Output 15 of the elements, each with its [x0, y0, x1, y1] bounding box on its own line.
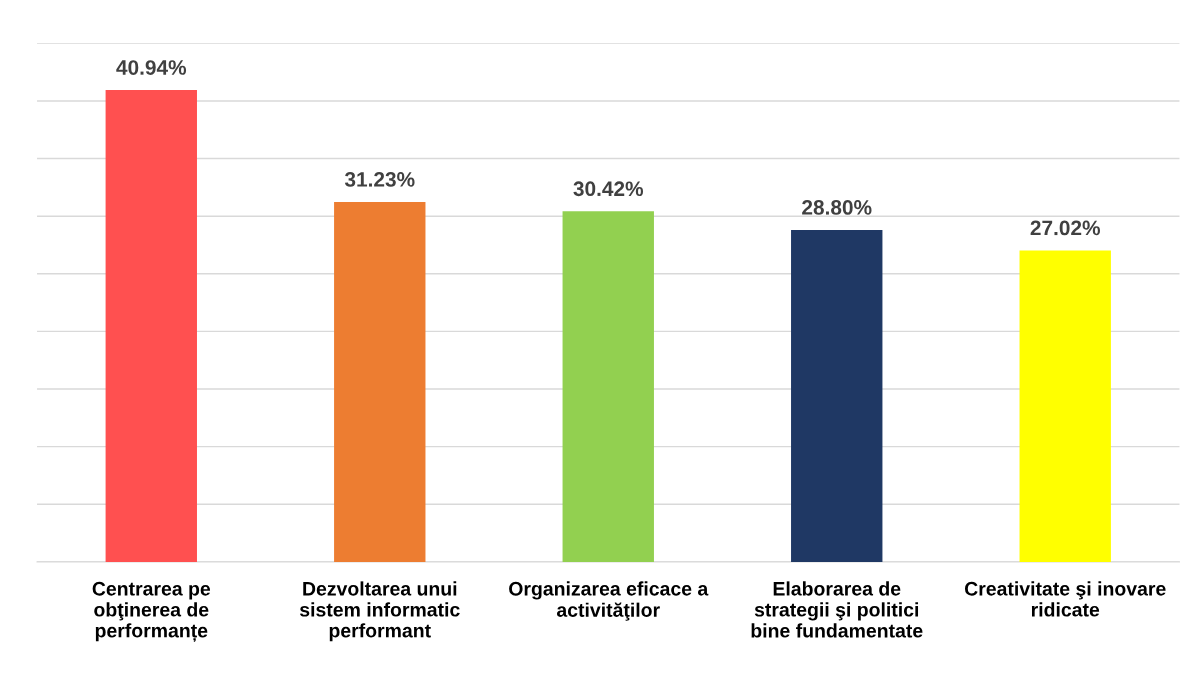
- data-label: 28.80%: [802, 200, 872, 215]
- data-label: 31.23%: [344, 172, 415, 187]
- bar: [334, 202, 426, 562]
- bar: [1019, 250, 1111, 562]
- x-tick-label: Dezvoltarea unui sistem informatic performant: [299, 581, 460, 642]
- data-label: 40.94%: [116, 60, 187, 75]
- x-tick-label: Creativitate şi inovare ridicate: [964, 581, 1166, 617]
- bar: [791, 230, 883, 562]
- data-label: 30.42%: [573, 181, 644, 197]
- x-tick-label: Organizarea eficace a activităţilor: [509, 581, 709, 621]
- bar: [105, 90, 197, 562]
- data-label: 27.02%: [1030, 220, 1101, 236]
- x-tick-label: Elaborarea de strategii şi politici bine fundamentate: [751, 581, 923, 638]
- x-tick-label: Centrarea pe obţinerea de performanțe: [92, 581, 211, 642]
- bar: [562, 211, 654, 562]
